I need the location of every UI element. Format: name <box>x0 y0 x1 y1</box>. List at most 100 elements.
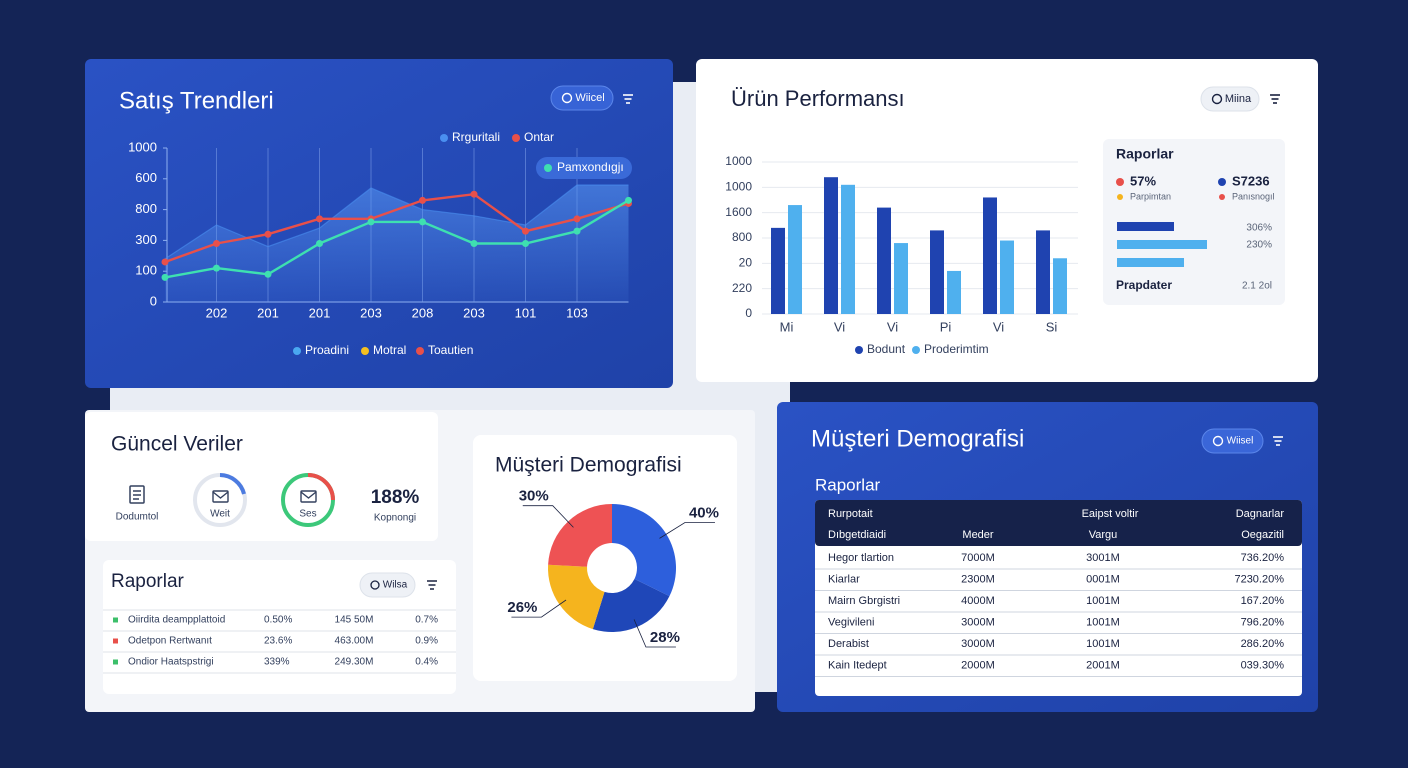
point <box>213 239 220 247</box>
header-cell: Vargu <box>1089 529 1118 541</box>
button-icon <box>370 580 380 590</box>
legend-label: Proderimtim <box>924 342 989 356</box>
x-tick-label: Vi <box>993 319 1004 334</box>
panel-title: Güncel Veriler <box>111 433 243 456</box>
progress-bar <box>1117 240 1207 249</box>
x-tick-label: Pi <box>940 319 952 334</box>
legend-dot <box>1219 194 1225 200</box>
legend-dot <box>1218 178 1226 186</box>
x-tick-label: Vi <box>887 319 898 334</box>
gauge-arc <box>307 473 335 501</box>
mail-icon <box>212 490 229 503</box>
y-tick-label: 20 <box>739 256 753 270</box>
document-icon <box>129 485 145 504</box>
button-label: Wiicel <box>575 92 604 104</box>
header-cell: Rurpotait <box>828 508 873 520</box>
button-icon <box>1212 435 1224 447</box>
cell: 286.20% <box>1241 638 1285 650</box>
button[interactable] <box>1200 86 1260 112</box>
progress-bar <box>1117 222 1174 231</box>
cell: 0001M <box>1086 573 1120 585</box>
legend-dot <box>416 347 424 355</box>
stat-value: 57% <box>1130 173 1156 188</box>
box-title: Raporlar <box>1116 146 1174 162</box>
mail-icon <box>300 491 317 499</box>
cell: 7000M <box>961 552 995 564</box>
legend-dot <box>1117 194 1123 200</box>
cell: 736.20% <box>1241 552 1285 564</box>
point <box>470 239 478 247</box>
pie-slice <box>612 504 676 597</box>
cell: 3000M <box>961 638 995 650</box>
leader-line <box>511 599 567 618</box>
row-bullet <box>113 659 118 665</box>
button-icon <box>561 92 573 104</box>
stat-label: Panısnogıl <box>1232 191 1275 201</box>
y-tick-label: 100 <box>135 263 157 278</box>
x-tick-label: 201 <box>257 305 279 320</box>
item-label: Ses <box>299 509 316 520</box>
cell: 249.30M <box>335 657 374 668</box>
stat-label: Kopnongi <box>374 513 416 524</box>
cell: 1001M <box>1086 638 1120 650</box>
button[interactable] <box>550 85 614 111</box>
cell: Kain Itedept <box>828 659 887 671</box>
x-tick-label: 203 <box>360 305 382 320</box>
bar-label: 306% <box>1246 223 1272 234</box>
pie-slice <box>592 579 670 633</box>
filter-icon[interactable] <box>1273 436 1283 446</box>
filter-icon[interactable] <box>427 580 437 590</box>
progress-bar <box>1117 258 1184 267</box>
legend-label: Ontar <box>524 130 554 144</box>
cell: 1001M <box>1086 616 1120 628</box>
item-label: Dodumtol <box>116 512 159 523</box>
x-tick-label: 103 <box>566 305 588 320</box>
x-tick-label: Si <box>1046 319 1058 334</box>
filter-icon[interactable] <box>1270 94 1280 104</box>
cell: 3000M <box>961 616 995 628</box>
cell: 796.20% <box>1241 616 1285 628</box>
legend-dot <box>544 164 552 172</box>
cell: 0.9% <box>415 636 438 647</box>
cell: 2001M <box>1086 659 1120 671</box>
point <box>573 215 581 223</box>
pie-slice <box>548 564 605 630</box>
filter-icon[interactable] <box>623 94 633 104</box>
cell: 039.30% <box>1241 659 1285 671</box>
x-tick-label: Vi <box>834 319 845 334</box>
cell: Odetpon Rertwanıt <box>128 636 212 647</box>
panel-title: Ürün Performansı <box>731 86 905 111</box>
panel-title: Müşteri Demografisi <box>811 425 1024 452</box>
button-label: Wilsa <box>383 580 408 591</box>
cell: 167.20% <box>1241 595 1285 607</box>
stat-value: S7236 <box>1232 173 1270 188</box>
demo-table-header <box>815 500 1302 546</box>
cell: Derabist <box>828 638 869 650</box>
y-tick-label: 300 <box>135 232 157 247</box>
y-tick-label: 1000 <box>128 139 157 154</box>
button[interactable] <box>359 572 416 598</box>
bar <box>947 270 961 314</box>
x-tick-label: 208 <box>412 305 434 320</box>
button-label: Wiisel <box>1227 436 1254 447</box>
mail-icon <box>300 490 317 503</box>
stat-label: Parpimtan <box>1130 191 1171 201</box>
demo-table <box>815 500 1302 696</box>
point <box>161 273 169 281</box>
area-line <box>164 184 629 260</box>
button[interactable] <box>1201 428 1264 454</box>
panel-title: Müşteri Demografisi <box>495 454 682 477</box>
y-tick-label: 1000 <box>725 154 752 168</box>
header-cell: Dıbgetdiaidi <box>828 529 886 541</box>
point <box>419 218 426 226</box>
stat-value: 188% <box>371 487 420 508</box>
x-tick-label: 203 <box>463 305 485 320</box>
header-cell: Eaipst voltir <box>1082 508 1139 520</box>
cell: Hegor tlartion <box>828 552 894 564</box>
cell: 0.7% <box>415 615 438 626</box>
bar <box>930 230 944 314</box>
mail-icon <box>212 491 229 499</box>
y-tick-label: 220 <box>732 281 752 295</box>
pie-slice <box>548 504 612 567</box>
